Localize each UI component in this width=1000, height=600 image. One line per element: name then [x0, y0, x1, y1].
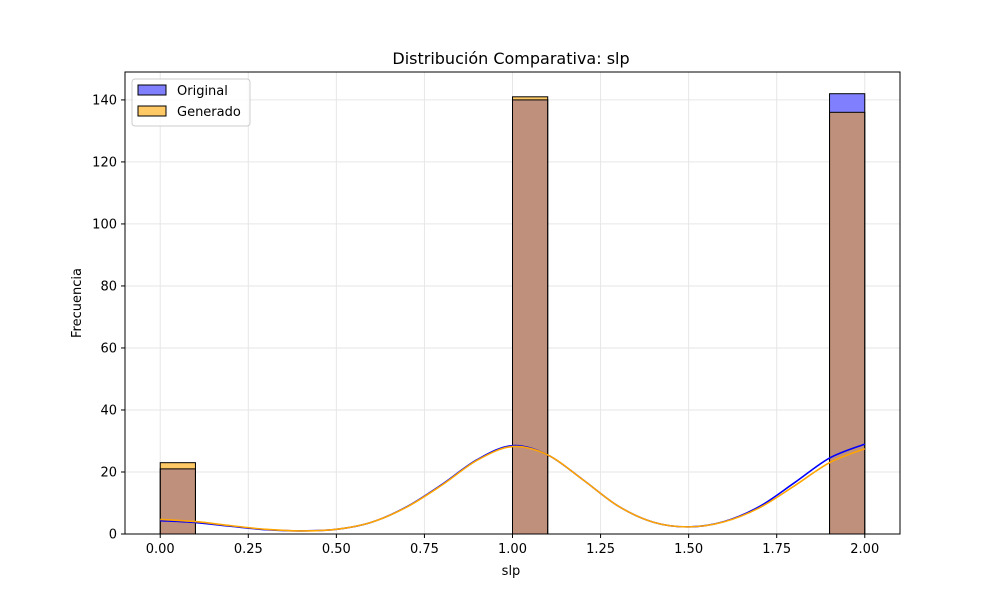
y-tick-label-7: 140 — [92, 93, 117, 108]
kde-curves — [160, 443, 866, 532]
y-axis-ticks: 0 20 40 60 80 100 120 140 — [92, 93, 125, 543]
chart-title: Distribución Comparativa: slp — [392, 49, 629, 68]
legend: Original Generado — [131, 78, 251, 127]
histogram-bars — [159, 93, 866, 535]
x-tick-label-4: 1.00 — [498, 542, 527, 557]
y-tick-label-2: 40 — [100, 403, 117, 418]
x-axis-label: slp — [502, 564, 521, 579]
x-tick-label-5: 1.25 — [586, 542, 615, 557]
x-tick-label-8: 2.00 — [850, 542, 879, 557]
bar-overlap-0 — [160, 468, 196, 534]
x-tick-label-3: 0.75 — [410, 542, 439, 557]
bar-original-2 — [829, 93, 865, 113]
y-axis-label: Frecuencia — [70, 268, 85, 338]
kde-line-generado — [160, 445, 866, 532]
y-tick-label-5: 100 — [92, 217, 117, 232]
x-axis-ticks: 0.00 0.25 0.50 0.75 1.00 1.25 1.50 1.75 2.00 — [146, 534, 879, 557]
x-tick-label-1: 0.25 — [234, 542, 263, 557]
legend-swatch-original — [137, 84, 167, 96]
y-tick-label-0: 0 — [109, 528, 117, 543]
y-tick-label-3: 60 — [100, 341, 117, 356]
x-tick-label-0: 0.00 — [146, 542, 175, 557]
bar-generado-0 — [160, 462, 196, 469]
x-tick-label-2: 0.50 — [322, 542, 351, 557]
legend-label-generado: Generado — [177, 105, 241, 120]
x-tick-label-7: 1.75 — [762, 542, 791, 557]
y-tick-label-6: 120 — [92, 155, 117, 170]
x-tick-label-6: 1.50 — [674, 542, 703, 557]
bar-overlap-2 — [829, 112, 865, 535]
bar-generado-1 — [512, 96, 548, 100]
y-tick-label-4: 80 — [100, 279, 117, 294]
bar-overlap-1 — [512, 99, 548, 535]
y-tick-label-1: 20 — [100, 465, 117, 480]
legend-swatch-generado — [137, 105, 167, 117]
legend-label-original: Original — [177, 84, 228, 99]
